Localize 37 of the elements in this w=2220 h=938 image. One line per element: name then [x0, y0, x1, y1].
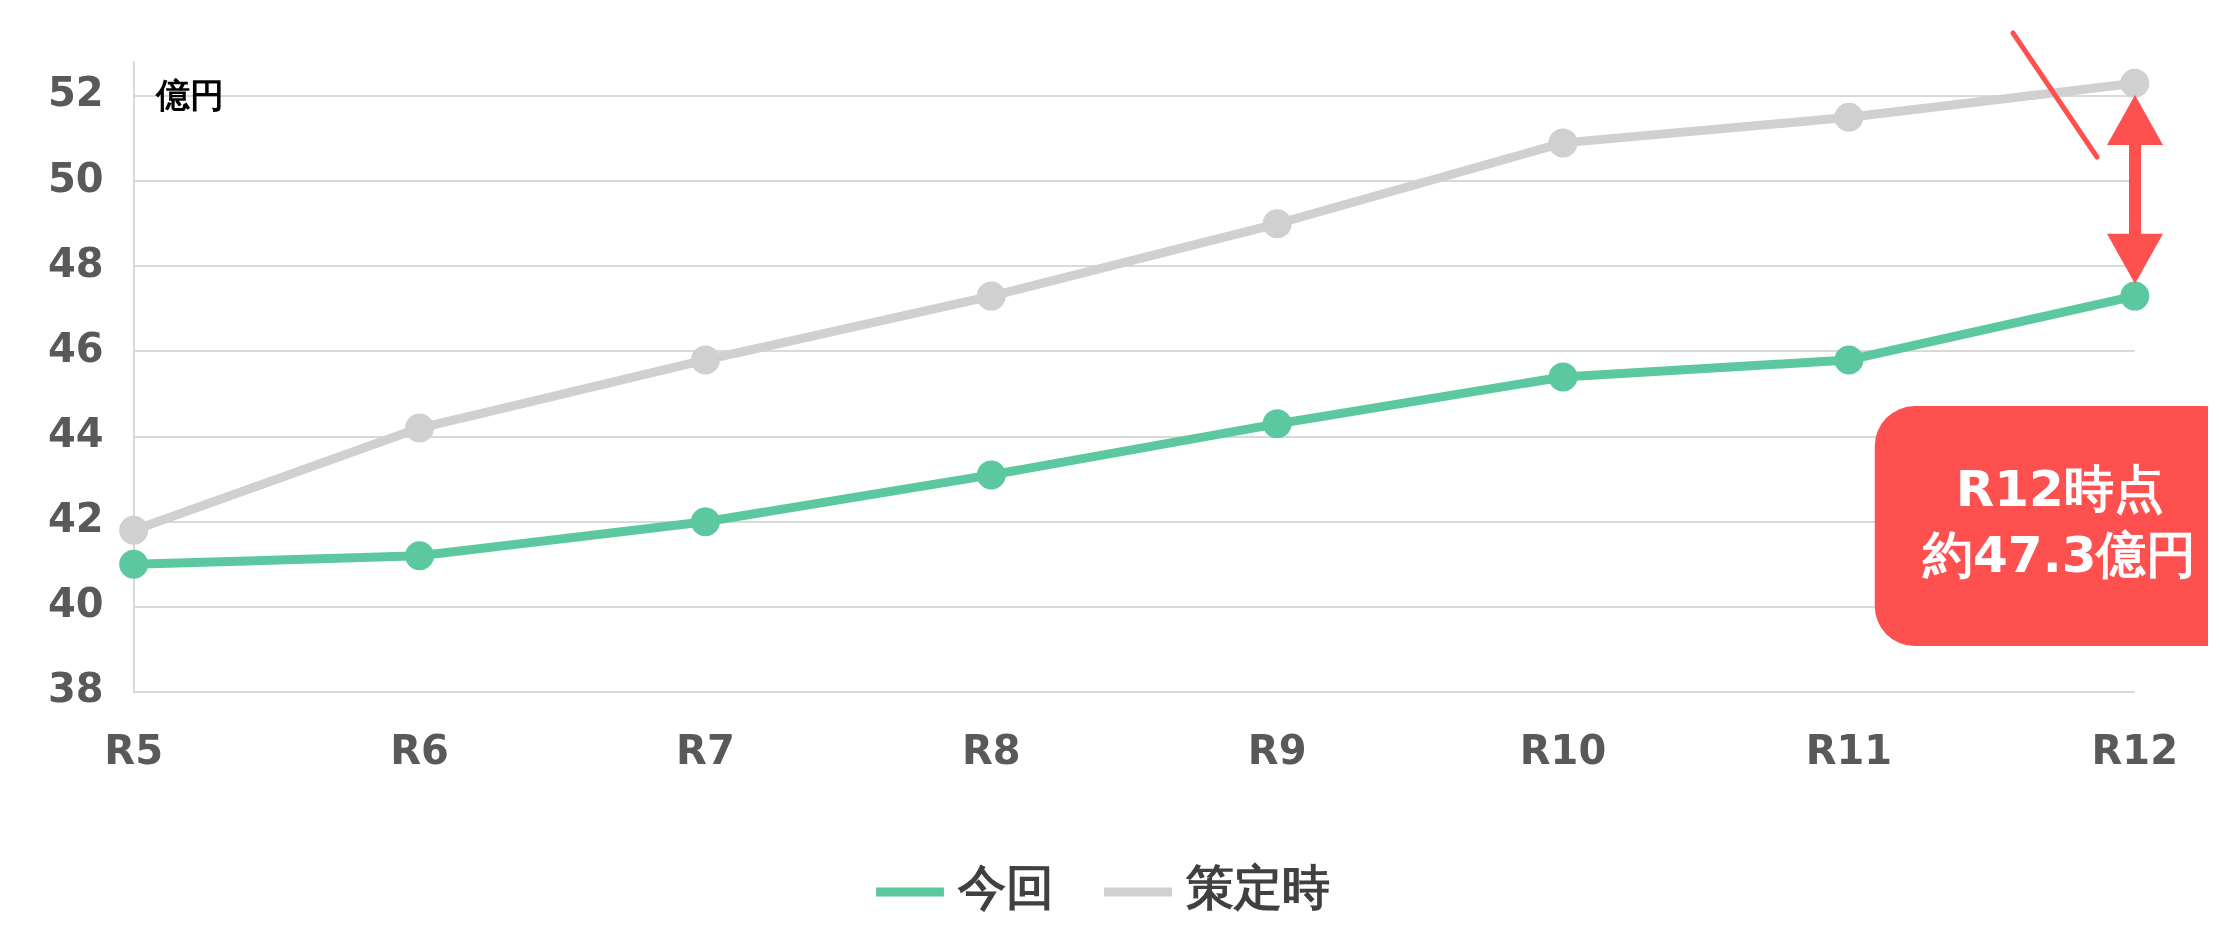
- point: [690, 345, 720, 375]
- point: [690, 507, 720, 537]
- point: [2120, 281, 2150, 311]
- legend-label: 今回: [957, 859, 1054, 916]
- y-tick-label: 46: [47, 324, 104, 371]
- x-tick-label: R8: [961, 727, 1021, 774]
- point: [1834, 102, 1864, 132]
- y-tick-label: 44: [47, 409, 104, 456]
- x-tick-label: R7: [676, 727, 735, 774]
- y-tick-label: 50: [47, 154, 104, 201]
- point: [1262, 209, 1292, 239]
- y-tick-label: 48: [47, 239, 104, 286]
- x-tick-label: R10: [1519, 727, 1607, 774]
- x-tick-label: R6: [390, 727, 449, 774]
- y-tick-label: 38: [47, 665, 104, 712]
- point: [2120, 68, 2150, 98]
- y-axis-title: 億円: [154, 74, 224, 115]
- point: [1548, 362, 1578, 392]
- x-tick-label: R9: [1247, 727, 1307, 774]
- point: [1548, 128, 1578, 158]
- y-tick-label: 52: [47, 69, 104, 116]
- y-tick-label: 42: [47, 495, 104, 542]
- x-tick-label: R11: [1805, 727, 1893, 774]
- point: [405, 541, 435, 571]
- point: [976, 281, 1006, 311]
- point: [1262, 409, 1292, 439]
- legend-label: 策定時: [1185, 859, 1330, 916]
- point: [119, 549, 149, 579]
- annotation: 約47.3億円: [1922, 526, 2197, 585]
- x-tick-label: R12: [2091, 727, 2178, 774]
- point: [119, 515, 149, 545]
- point: [1834, 345, 1864, 375]
- x-tick-label: R5: [104, 727, 163, 774]
- point: [976, 460, 1006, 490]
- annotation: R12時点: [1955, 460, 2164, 519]
- point: [405, 413, 435, 443]
- y-tick-label: 40: [47, 580, 104, 627]
